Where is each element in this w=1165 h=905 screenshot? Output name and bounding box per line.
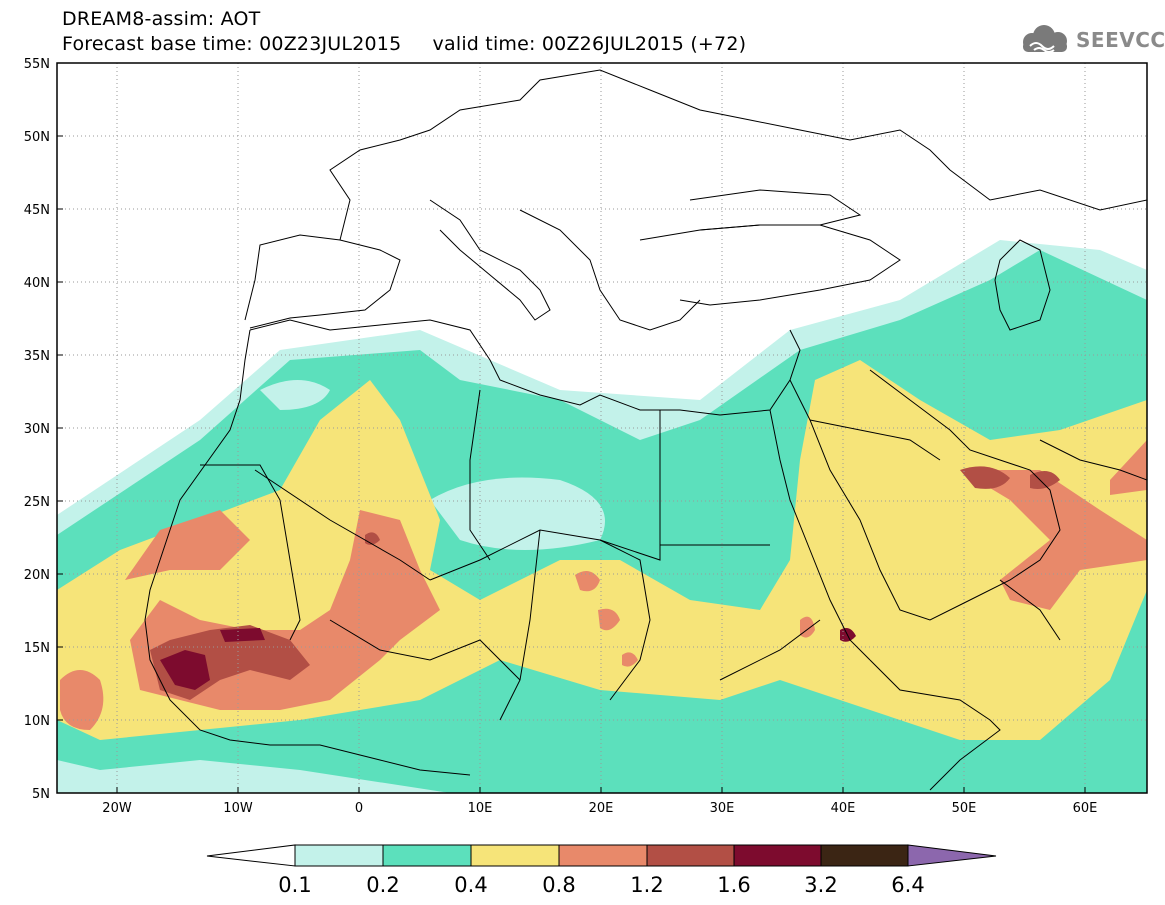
lat-label: 15N: [24, 641, 50, 656]
coastlines: [144, 69, 1147, 791]
forecast-time-info: Forecast base time: 00Z23JUL2015 valid t…: [62, 33, 747, 55]
colorbar-swatch: [294, 844, 384, 867]
lon-label: 10E: [468, 801, 493, 816]
lon-label: 40E: [831, 801, 856, 816]
lat-label: 45N: [24, 203, 50, 218]
lon-label: 30E: [710, 801, 735, 816]
colorbar-label: 0.1: [278, 873, 311, 897]
colorbar-labels: 0.1 0.2 0.4 0.8 1.2 1.6 3.2 6.4: [278, 873, 924, 897]
colorbar-label: 0.8: [542, 873, 575, 897]
aot-band-0.8-e: [575, 571, 600, 592]
colorbar-label: 0.4: [454, 873, 487, 897]
aot-band-0.1-patch: [430, 477, 605, 550]
colorbar-label: 1.6: [717, 873, 750, 897]
aot-band-1.6: [160, 650, 210, 690]
aot-field: [57, 240, 1147, 793]
lat-label: 35N: [24, 349, 50, 364]
aot-band-0.1-patch2: [260, 380, 330, 410]
colorbar-arrow-low: [206, 844, 296, 867]
colorbar: [206, 844, 997, 867]
colorbar-swatch: [646, 844, 735, 867]
lon-label: 10W: [223, 801, 253, 816]
lon-label: 0: [355, 801, 363, 816]
logo-text: SEEVCCC: [1076, 28, 1165, 52]
aot-band-0.8-b: [60, 670, 104, 730]
aot-band-0.8-g: [622, 652, 638, 667]
aot-band-0.8-a: [125, 510, 250, 580]
colorbar-arrow-high: [907, 844, 997, 867]
lon-label: 60E: [1073, 801, 1098, 816]
lon-labels: 20W 10W 0 10E 20E 30E 40E 50E 60E: [102, 801, 1097, 816]
colorbar-swatch: [733, 844, 822, 867]
colorbar-label: 1.2: [630, 873, 663, 897]
colorbar-swatch: [558, 844, 648, 867]
lon-label: 50E: [952, 801, 977, 816]
lat-label: 30N: [24, 422, 50, 437]
lon-label: 20E: [589, 801, 614, 816]
aot-band-1.2-a: [960, 466, 1010, 489]
lat-label: 20N: [24, 568, 50, 583]
cloud-logo-icon: [1023, 25, 1067, 53]
aot-band-0.8-f: [598, 608, 620, 631]
lat-label: 10N: [24, 714, 50, 729]
colorbar-label: 6.4: [891, 873, 924, 897]
colorbar-label: 0.2: [366, 873, 399, 897]
frame-ticks: [57, 135, 1086, 793]
graticule: [57, 63, 1147, 793]
colorbar-swatch: [382, 844, 472, 867]
colorbar-swatch: [470, 844, 560, 867]
aot-band-0.8-d: [1110, 440, 1147, 495]
lat-label: 50N: [24, 130, 50, 145]
lat-label: 40N: [24, 276, 50, 291]
colorbar-label: 3.2: [804, 873, 837, 897]
lat-label: 55N: [24, 57, 50, 72]
map-title: DREAM8-assim: AOT: [62, 8, 261, 30]
lon-label: 20W: [102, 801, 132, 816]
lat-label: 5N: [32, 787, 50, 802]
colorbar-swatch: [820, 844, 909, 867]
lat-labels: 55N 50N 45N 40N 35N 30N 25N 20N 15N 10N …: [24, 57, 50, 802]
lat-label: 25N: [24, 495, 50, 510]
aot-band-1.6-a: [220, 628, 265, 642]
aot-band-1.2-b: [1030, 471, 1060, 489]
